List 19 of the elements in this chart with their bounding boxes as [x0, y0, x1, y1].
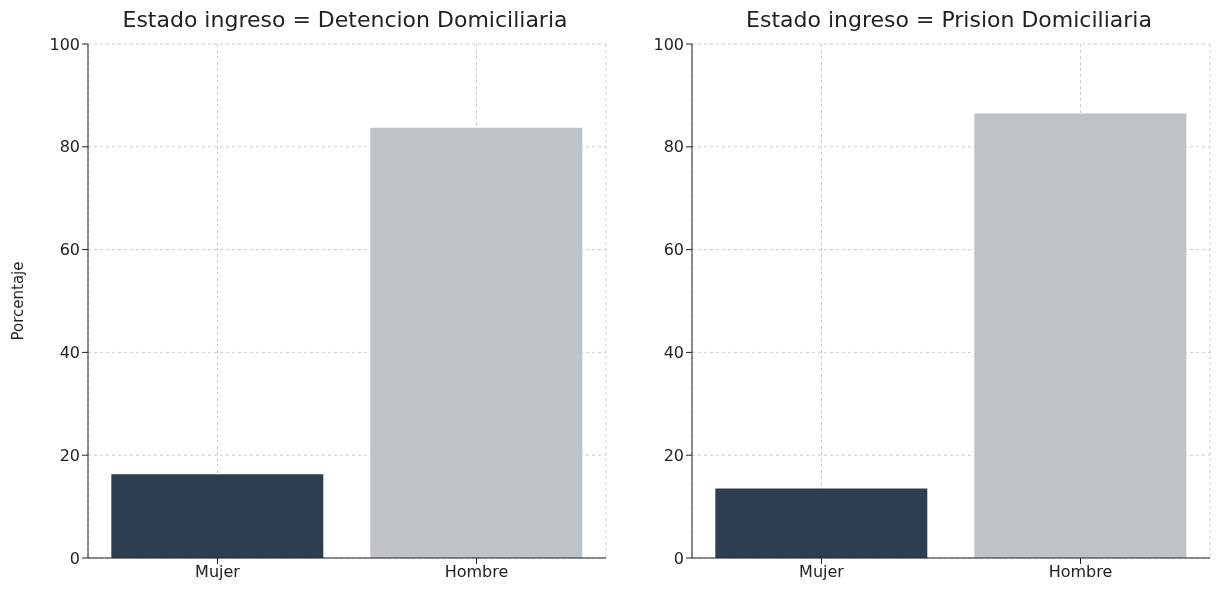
y-tick-label: 0: [673, 548, 684, 568]
y-tick-label: 20: [663, 445, 684, 465]
y-tick-label: 80: [59, 137, 80, 157]
y-tick-label: 20: [59, 445, 80, 465]
y-tick-label: 60: [663, 240, 684, 260]
y-tick-label: 100: [653, 34, 684, 54]
chart-title: Estado ingreso = Prision Domiciliaria: [745, 7, 1153, 32]
x-tick-label: Hombre: [1048, 562, 1113, 582]
x-tick-label: Hombre: [444, 562, 509, 582]
x-tick-label: Mujer: [799, 562, 845, 582]
y-axis-title: Porcentaje: [9, 261, 28, 341]
x-tick-label: Mujer: [195, 562, 241, 582]
y-tick-label: 0: [69, 548, 80, 568]
y-tick-label: 100: [49, 34, 80, 54]
chart-title: Estado ingreso = Detencion Domiciliaria: [121, 7, 569, 32]
y-tick-label: 80: [663, 137, 684, 157]
y-tick-label: 40: [663, 343, 684, 363]
y-tick-label: 40: [59, 343, 80, 363]
y-tick-label: 60: [59, 240, 80, 260]
